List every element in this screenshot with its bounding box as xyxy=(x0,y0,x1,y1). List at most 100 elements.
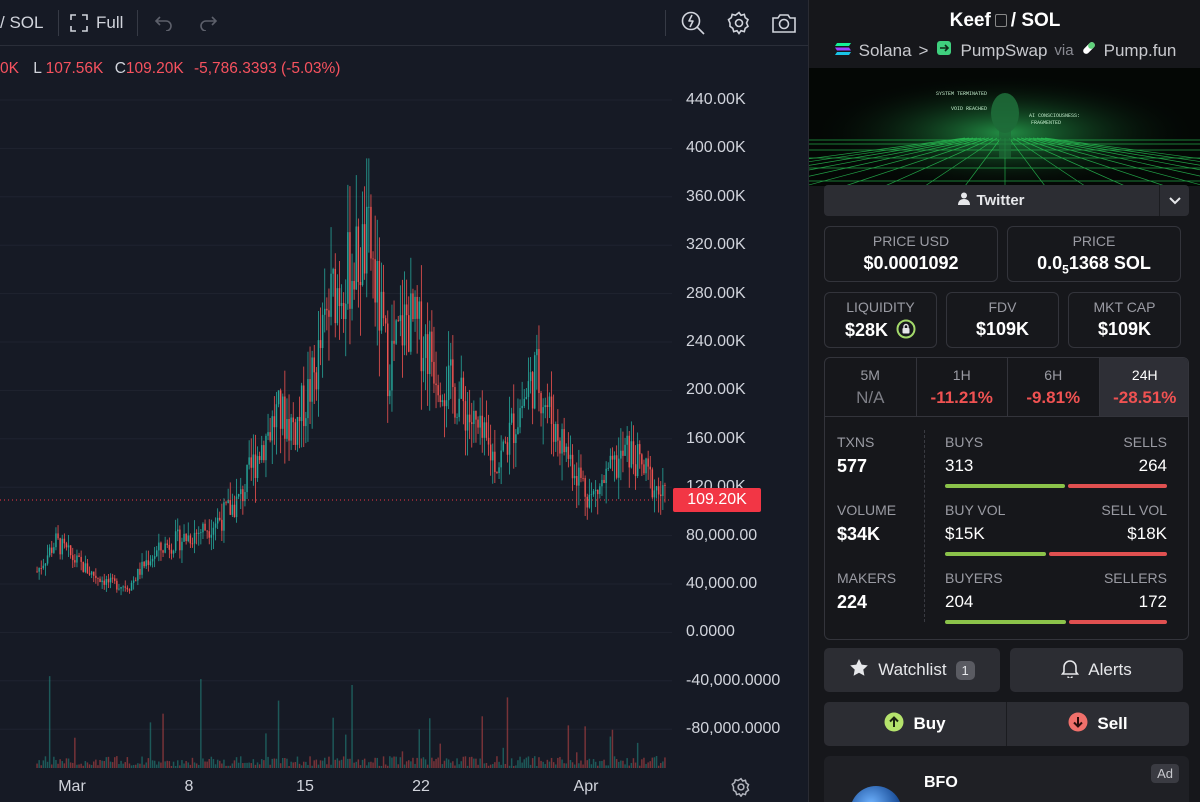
alerts-button[interactable]: Alerts xyxy=(1010,648,1183,692)
candle-body xyxy=(46,555,49,564)
buyers-value: 204 xyxy=(945,592,974,611)
buy-button[interactable]: Buy xyxy=(824,702,1007,746)
volume-bar xyxy=(592,759,595,768)
volume-bar xyxy=(452,761,454,768)
volume-bar xyxy=(605,765,607,768)
chain-link[interactable]: Solana xyxy=(858,40,912,60)
tab-1h[interactable]: 1H -11.21% xyxy=(917,358,1008,416)
fdv-value: $109K xyxy=(975,319,1030,339)
launchpad-link[interactable]: Pump.fun xyxy=(1103,40,1177,60)
candle-body xyxy=(632,441,635,465)
candle-body xyxy=(374,259,376,303)
fullscreen-label: Full xyxy=(96,13,124,32)
quick-search-button[interactable] xyxy=(680,0,706,46)
volume-bar xyxy=(399,757,402,768)
candle-body xyxy=(437,385,439,396)
timeframe-tabs: 5M N/A 1H -11.21% 6H -9.81% 24H -28.51% xyxy=(825,358,1188,417)
volume-bar xyxy=(342,756,345,768)
volume-bar xyxy=(153,760,156,768)
candle-body xyxy=(216,517,219,524)
volume-bar xyxy=(120,760,122,768)
ad-title: BFO xyxy=(924,774,958,791)
socials-expand-button[interactable] xyxy=(1159,185,1189,216)
banner-line3: AI CONSCIOUSNESS: xyxy=(1029,113,1080,119)
volume-bar xyxy=(210,756,213,768)
settings-button[interactable] xyxy=(727,0,751,46)
tab-5m-change: N/A xyxy=(856,388,885,407)
volume-bar xyxy=(475,758,477,768)
symbol-label[interactable]: / SOL xyxy=(0,13,44,32)
chart-panel[interactable]: / SOL Full xyxy=(0,0,808,802)
candle-body xyxy=(225,502,227,504)
banner-grid-line xyxy=(809,137,970,163)
volume-bar xyxy=(429,718,431,768)
volume-bar xyxy=(397,764,399,768)
volume-bar xyxy=(552,762,555,768)
volume-bar xyxy=(273,758,276,768)
candle-body xyxy=(240,489,242,495)
sell-button[interactable]: Sell xyxy=(1007,702,1189,746)
candle-body xyxy=(189,535,192,544)
price-axis[interactable]: 440.00K 400.00K 360.00K 320.00K 280.00K 240.0… xyxy=(672,46,808,766)
sell-vol-label: SELL VOL xyxy=(1101,502,1167,518)
ad-card[interactable]: BFO Ad xyxy=(824,756,1189,802)
via-label: via xyxy=(1054,42,1074,59)
volume-bar xyxy=(458,764,460,768)
candle-body xyxy=(607,467,609,469)
fullscreen-button[interactable]: Full xyxy=(70,0,123,46)
twitter-button[interactable]: Twitter xyxy=(824,192,1159,209)
candle-body xyxy=(305,418,307,427)
banner-grid-line xyxy=(1032,137,1200,171)
candle-body xyxy=(158,542,160,551)
toolbar-divider xyxy=(58,10,59,36)
gear-icon xyxy=(731,777,751,801)
screenshot-button[interactable] xyxy=(771,0,797,46)
candle-body xyxy=(353,281,355,290)
volume-bar xyxy=(271,758,273,768)
copy-icon[interactable] xyxy=(994,14,1007,27)
candle-body xyxy=(147,560,150,566)
volume-bar xyxy=(403,764,406,768)
candle-body xyxy=(573,475,576,479)
redo-button[interactable] xyxy=(198,0,218,46)
candle-body xyxy=(103,580,105,585)
volume-bar xyxy=(422,757,425,768)
volume-bar xyxy=(645,763,647,768)
candle-body xyxy=(450,359,452,366)
tab-5m[interactable]: 5M N/A xyxy=(825,358,917,416)
volume-bar xyxy=(498,761,500,768)
volume-bar xyxy=(225,765,227,768)
tab-24h[interactable]: 24H -28.51% xyxy=(1099,358,1188,416)
watchlist-button[interactable]: Watchlist 1 xyxy=(824,648,1000,692)
volume-bar xyxy=(183,763,185,768)
dex-link[interactable]: PumpSwap xyxy=(960,40,1048,60)
volume-bars xyxy=(36,676,666,768)
volume-bar xyxy=(97,765,99,768)
undo-button[interactable] xyxy=(154,0,174,46)
price-axis-tick: 240.00K xyxy=(686,333,746,350)
tab-6h[interactable]: 6H -9.81% xyxy=(1008,358,1100,416)
volume-bar xyxy=(496,756,498,768)
chart-settings-button[interactable] xyxy=(731,777,751,802)
candle-body xyxy=(555,424,557,442)
volume-bar xyxy=(181,760,183,768)
volume-bar xyxy=(162,713,164,768)
candle-body xyxy=(429,331,431,375)
candle-body xyxy=(82,561,84,572)
volume-bar xyxy=(195,763,198,768)
tab-6h-change: -9.81% xyxy=(1026,388,1081,407)
candle-body xyxy=(214,523,217,528)
candle-body xyxy=(315,372,318,390)
candle-body xyxy=(109,577,112,583)
volume-bar xyxy=(517,760,519,768)
time-axis[interactable]: Mar 8 15 22 Apr xyxy=(0,768,808,802)
candle-body xyxy=(292,417,294,423)
candlestick-plot[interactable] xyxy=(0,46,672,768)
candle-body xyxy=(649,466,651,470)
candle-body xyxy=(90,571,93,575)
candle-body xyxy=(252,454,255,468)
candle-body xyxy=(653,490,656,498)
volume-bar xyxy=(202,758,204,768)
volume-bar xyxy=(611,729,614,768)
volume-bar xyxy=(338,760,341,768)
